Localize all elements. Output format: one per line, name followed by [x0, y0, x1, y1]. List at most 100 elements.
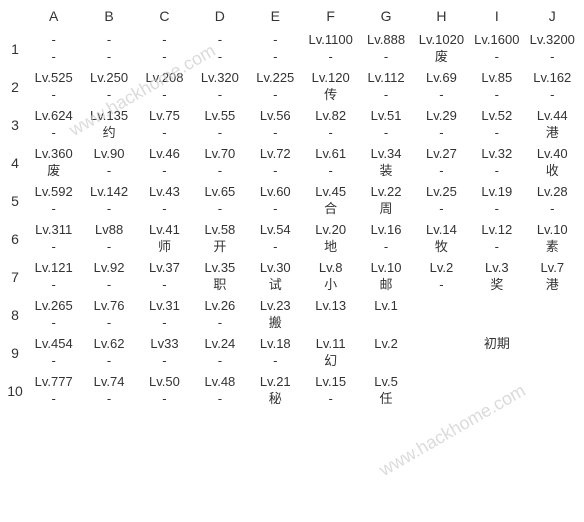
col-G: G [358, 4, 413, 30]
cell-tag: - [525, 201, 580, 218]
cell-level: Lv.55 [192, 108, 247, 125]
grid-cell: Lv.30试 [248, 258, 303, 296]
cell-level [525, 298, 580, 315]
cell-level: Lv.24 [192, 336, 247, 353]
cell-level: Lv.2 [358, 336, 413, 353]
grid-cell: -- [81, 30, 136, 68]
cell-tag: 装 [358, 163, 413, 180]
grid-cell: Lv.65- [192, 182, 247, 220]
grid-cell: Lv.10素 [525, 220, 580, 258]
cell-level: Lv.29 [414, 108, 469, 125]
grid-cell: Lv.7港 [525, 258, 580, 296]
cell-tag: - [81, 201, 136, 218]
cell-level: Lv.48 [192, 374, 247, 391]
grid-cell: Lv.40收 [525, 144, 580, 182]
level-grid: A B C D E F G H I J 1----------Lv.1100-L… [4, 4, 580, 410]
cell-tag: - [525, 49, 580, 66]
grid-cell: Lv.32- [469, 144, 524, 182]
grid-cell: Lv.20地 [303, 220, 358, 258]
cell-tag [469, 315, 524, 332]
cell-tag: - [26, 125, 81, 142]
cell-tag: - [414, 201, 469, 218]
cell-tag: - [137, 391, 192, 408]
grid-cell [525, 372, 580, 410]
grid-cell: Lv.92- [81, 258, 136, 296]
cell-level: Lv.31 [137, 298, 192, 315]
grid-cell: Lv.62- [81, 334, 136, 372]
cell-level: Lv.35 [192, 260, 247, 277]
cell-level: Lv.311 [26, 222, 81, 239]
cell-tag: - [137, 201, 192, 218]
cell-tag: - [248, 163, 303, 180]
cell-tag: - [469, 87, 524, 104]
grid-cell: Lv.142- [81, 182, 136, 220]
cell-tag: - [248, 201, 303, 218]
grid-cell: Lv.3200- [525, 30, 580, 68]
grid-cell: -- [192, 30, 247, 68]
cell-tag: - [26, 87, 81, 104]
grid-cell: Lv.56- [248, 106, 303, 144]
cell-tag: - [26, 239, 81, 256]
cell-level: Lv.46 [137, 146, 192, 163]
cell-level [525, 336, 580, 353]
cell-level: Lv.265 [26, 298, 81, 315]
cell-tag: - [81, 315, 136, 332]
cell-level: Lv.27 [414, 146, 469, 163]
cell-tag: 牧 [414, 239, 469, 256]
row-number: 7 [4, 258, 26, 296]
cell-tag: - [469, 125, 524, 142]
cell-tag: 收 [525, 163, 580, 180]
row-number: 1 [4, 30, 26, 68]
cell-level: Lv.85 [469, 70, 524, 87]
grid-cell: Lv.90- [81, 144, 136, 182]
grid-cell: Lv.360废 [26, 144, 81, 182]
cell-tag: - [26, 277, 81, 294]
cell-tag: 搬 [248, 315, 303, 332]
grid-cell: Lv.43- [137, 182, 192, 220]
grid-cell: Lv.1600- [469, 30, 524, 68]
grid-cell: Lv.26- [192, 296, 247, 334]
grid-cell [414, 296, 469, 334]
grid-cell: Lv.60- [248, 182, 303, 220]
cell-tag: - [81, 239, 136, 256]
grid-cell [469, 372, 524, 410]
grid-cell: Lv.15- [303, 372, 358, 410]
cell-level: Lv.69 [414, 70, 469, 87]
cell-level: Lv.525 [26, 70, 81, 87]
grid-cell: Lv.10邮 [358, 258, 413, 296]
cell-tag [525, 353, 580, 370]
col-F: F [303, 4, 358, 30]
cell-tag: - [525, 87, 580, 104]
grid-cell: Lv.777- [26, 372, 81, 410]
row-number: 6 [4, 220, 26, 258]
cell-tag: 试 [248, 277, 303, 294]
grid-cell: Lv.162- [525, 68, 580, 106]
cell-tag: - [81, 163, 136, 180]
cell-level: Lv.72 [248, 146, 303, 163]
cell-tag: - [414, 125, 469, 142]
cell-level: Lv.12 [469, 222, 524, 239]
row-number: 4 [4, 144, 26, 182]
cell-tag: - [26, 353, 81, 370]
cell-level: Lv.454 [26, 336, 81, 353]
cell-level: Lv.225 [248, 70, 303, 87]
grid-cell: Lv.82- [303, 106, 358, 144]
cell-tag: - [137, 277, 192, 294]
grid-cell: Lv.35职 [192, 258, 247, 296]
cell-tag: - [192, 201, 247, 218]
cell-level: Lv88 [81, 222, 136, 239]
cell-tag: 废 [26, 163, 81, 180]
cell-level: Lv.50 [137, 374, 192, 391]
grid-cell: Lv.19- [469, 182, 524, 220]
grid-cell: Lv.624- [26, 106, 81, 144]
cell-level: Lv.592 [26, 184, 81, 201]
cell-tag: 任 [358, 391, 413, 408]
cell-tag: - [303, 125, 358, 142]
cell-level: Lv.41 [137, 222, 192, 239]
cell-level: Lv.1100 [303, 32, 358, 49]
col-D: D [192, 4, 247, 30]
cell-level: Lv.19 [469, 184, 524, 201]
grid-cell: Lv.311- [26, 220, 81, 258]
cell-tag: 废 [414, 49, 469, 66]
cell-tag: - [26, 315, 81, 332]
